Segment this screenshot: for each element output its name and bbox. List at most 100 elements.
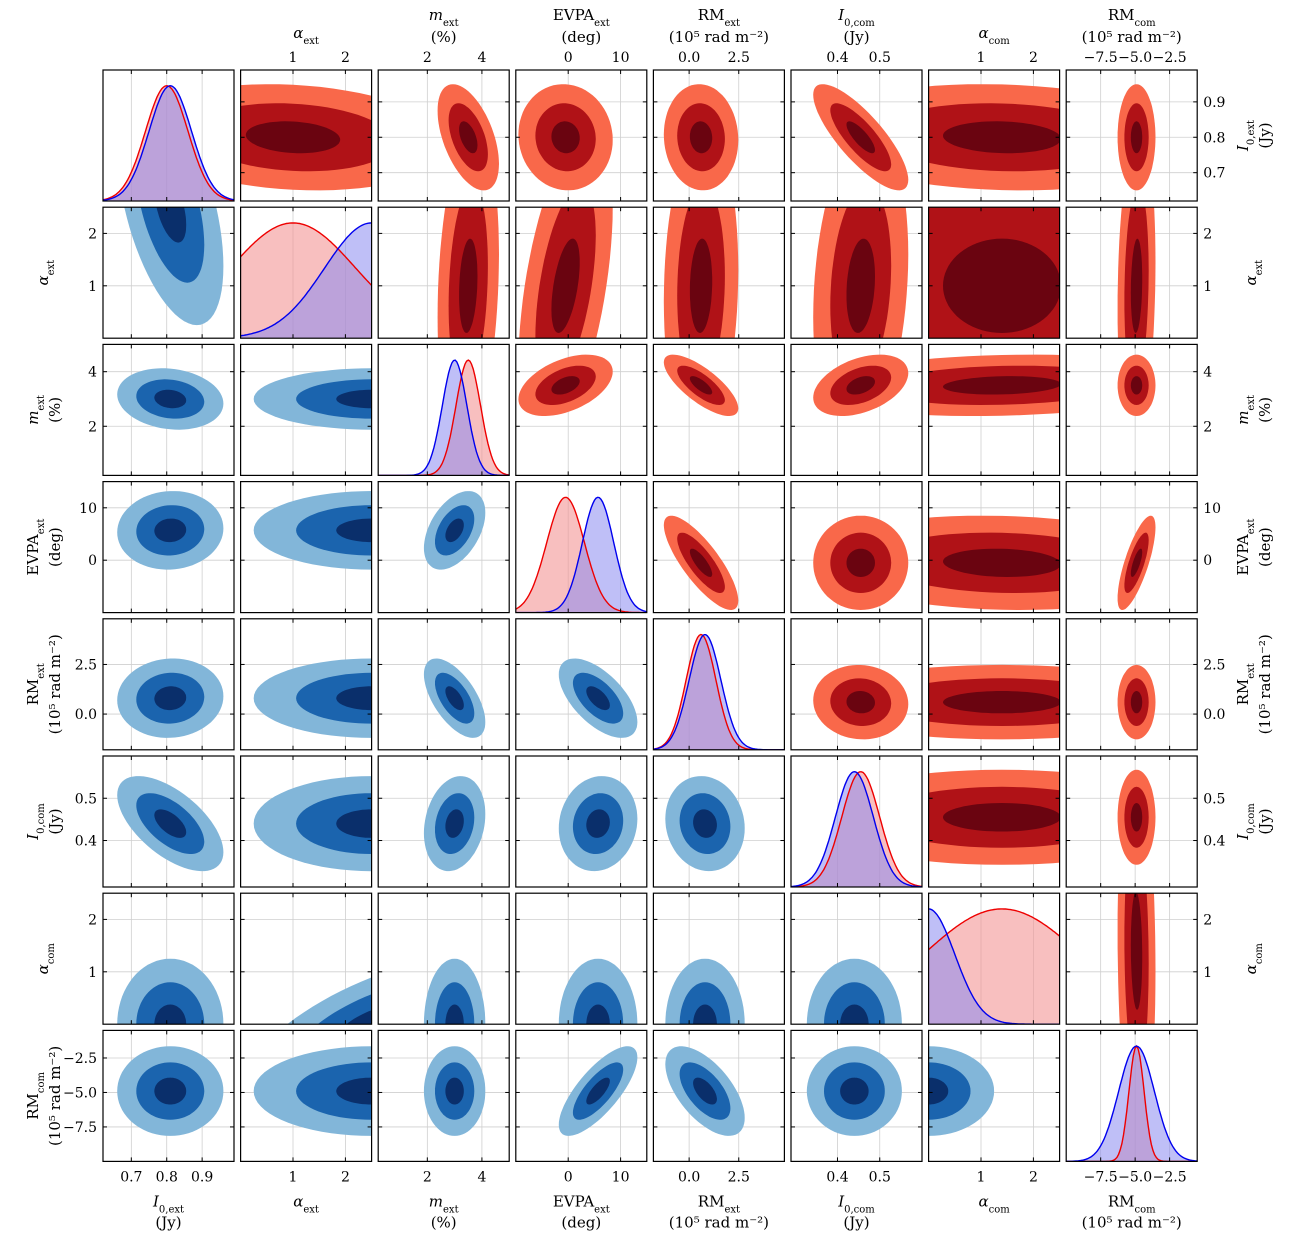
tick-label: 0.7 (1203, 166, 1225, 182)
panel-frame (927, 69, 1061, 202)
x-axis-unit: (%) (431, 28, 457, 46)
panel-frame (240, 618, 373, 751)
y-axis-label: RMext (1234, 663, 1257, 705)
tick-label: 1 (977, 50, 986, 66)
contour-level-2 (679, 982, 731, 1025)
contour-level-3 (846, 238, 875, 333)
x-axis-unit: (Jy) (843, 28, 869, 46)
panel-I0com-acom (927, 755, 1061, 888)
panel-frame (652, 618, 786, 751)
x-axis-label: RMext (698, 1192, 740, 1215)
contour-level-3 (336, 518, 372, 543)
tick-label: −7.5 (1084, 50, 1118, 66)
contour-level-3 (1130, 803, 1143, 832)
panel-frame (377, 206, 510, 339)
tick-label: 2 (88, 226, 97, 242)
panel-rmcom-I0com (790, 1029, 923, 1163)
tick-label: −2.5 (1153, 50, 1187, 66)
hist-line-upper (928, 908, 1060, 951)
panel-frame (377, 481, 510, 614)
contour-level-3 (154, 686, 187, 711)
panel-frame (377, 69, 510, 202)
contour-level-3 (846, 376, 875, 395)
panel-I0com-rmcom (1065, 755, 1198, 888)
panel-acom-I0ext (102, 892, 235, 1025)
panel-frame (790, 618, 923, 751)
contour-level-3 (459, 238, 478, 333)
panel-evpa-acom (927, 481, 1061, 614)
contour-level-2 (296, 379, 372, 419)
contour-level-3 (445, 809, 464, 838)
y-axis-right-rmext: 0.0 2.5 RMext (10⁵ rad m⁻²) (1203, 634, 1274, 734)
contour-level-3 (154, 518, 187, 543)
contour-level-3 (1130, 238, 1143, 333)
contour-level-3 (336, 1077, 372, 1105)
panel-acom-rmcom (1065, 892, 1198, 1025)
x-axis-top-acom: 1 2 αcom (977, 24, 1038, 66)
x-axis-bottom-rmext: 0.0 2.5 RMext(10⁵ rad m⁻²) (669, 1169, 769, 1231)
tick-label: 2 (1203, 419, 1212, 435)
tick-label: −7.5 (1084, 1169, 1118, 1185)
panel-rmext-acom (927, 618, 1061, 751)
y-axis-left-acom: 1 2 αcom (34, 912, 97, 980)
contour-level-3 (928, 1077, 949, 1105)
x-axis-top-I0com: 0.4 0.5 I0,com(Jy) (826, 6, 891, 66)
panel-frame (377, 618, 510, 751)
tick-label: 2 (1203, 912, 1212, 928)
contour-level-3 (1130, 548, 1143, 577)
tick-label: 0.4 (75, 834, 97, 850)
tick-label: 1 (977, 1169, 986, 1185)
panel-frame (240, 69, 373, 202)
panel-frame (377, 755, 510, 888)
panel-frame (102, 69, 235, 202)
panel-frame (1065, 618, 1198, 751)
x-axis-top-rmext: 0.0 2.5 RMext(10⁵ rad m⁻²) (669, 6, 769, 66)
panel-acom-I0com (790, 892, 923, 1025)
y-axis-right-I0com: 0.4 0.5 I0,com (Jy) (1203, 791, 1274, 849)
y-axis-label: I0,ext (1234, 120, 1257, 152)
y-axis-label: mext (1234, 395, 1257, 425)
panel-I0ext-aext (240, 69, 373, 202)
panel-frame (652, 1029, 786, 1163)
panel-I0ext-rmext (652, 69, 786, 202)
panel-aext-I0ext (102, 206, 235, 339)
panel-frame (102, 206, 235, 339)
panel-I0com-aext (240, 755, 373, 888)
y-axis-right-evpa: 0 10 EVPAext(deg) (1203, 501, 1274, 576)
panel-frame (927, 755, 1061, 888)
panel-mext-aext (240, 343, 373, 476)
tick-label: 0.8 (1203, 130, 1225, 146)
contour-level-3 (1130, 121, 1143, 154)
panel-mext-evpa (515, 343, 648, 476)
panel-frame (240, 755, 373, 888)
panel-acom-aext (240, 892, 373, 1025)
contour-level-3 (459, 121, 478, 154)
y-axis-right-aext: 1 2 αext (1203, 226, 1264, 294)
tick-label: −2.5 (1153, 1169, 1187, 1185)
y-axis-label: αext (1242, 260, 1265, 286)
x-axis-unit: (10⁵ rad m⁻²) (1082, 28, 1182, 46)
y-axis-left-rmcom: −7.5 −5.0 −2.5 RMcom (10⁵ rad m⁻²) (24, 1046, 97, 1146)
panel-frame (240, 206, 373, 339)
contour-level-3 (245, 121, 341, 154)
panel-aext-aext (240, 206, 373, 339)
contour-level-2 (296, 505, 372, 556)
contour-level-3 (586, 1004, 610, 1025)
panel-frame (515, 481, 648, 614)
panel-I0com-rmext (652, 755, 786, 888)
contour-level-3 (846, 691, 875, 714)
tick-label: 2 (1203, 226, 1212, 242)
panel-rmcom-mext (377, 1029, 510, 1163)
panel-aext-rmcom (1065, 206, 1198, 339)
hist-fill-lower (240, 222, 372, 339)
contour-level-3 (154, 1004, 187, 1025)
panel-rmext-evpa (515, 618, 648, 751)
tick-label: 2.5 (728, 1169, 750, 1185)
contour-level-3 (551, 121, 580, 154)
y-axis-left-rmext: 0.0 2.5 RMext (10⁵ rad m⁻²) (24, 634, 97, 734)
contour-level-3 (943, 803, 1060, 832)
panel-frame (240, 481, 373, 614)
contour-level-2 (572, 982, 624, 1025)
panel-frame (790, 892, 923, 1025)
contour-level-3 (551, 376, 580, 395)
